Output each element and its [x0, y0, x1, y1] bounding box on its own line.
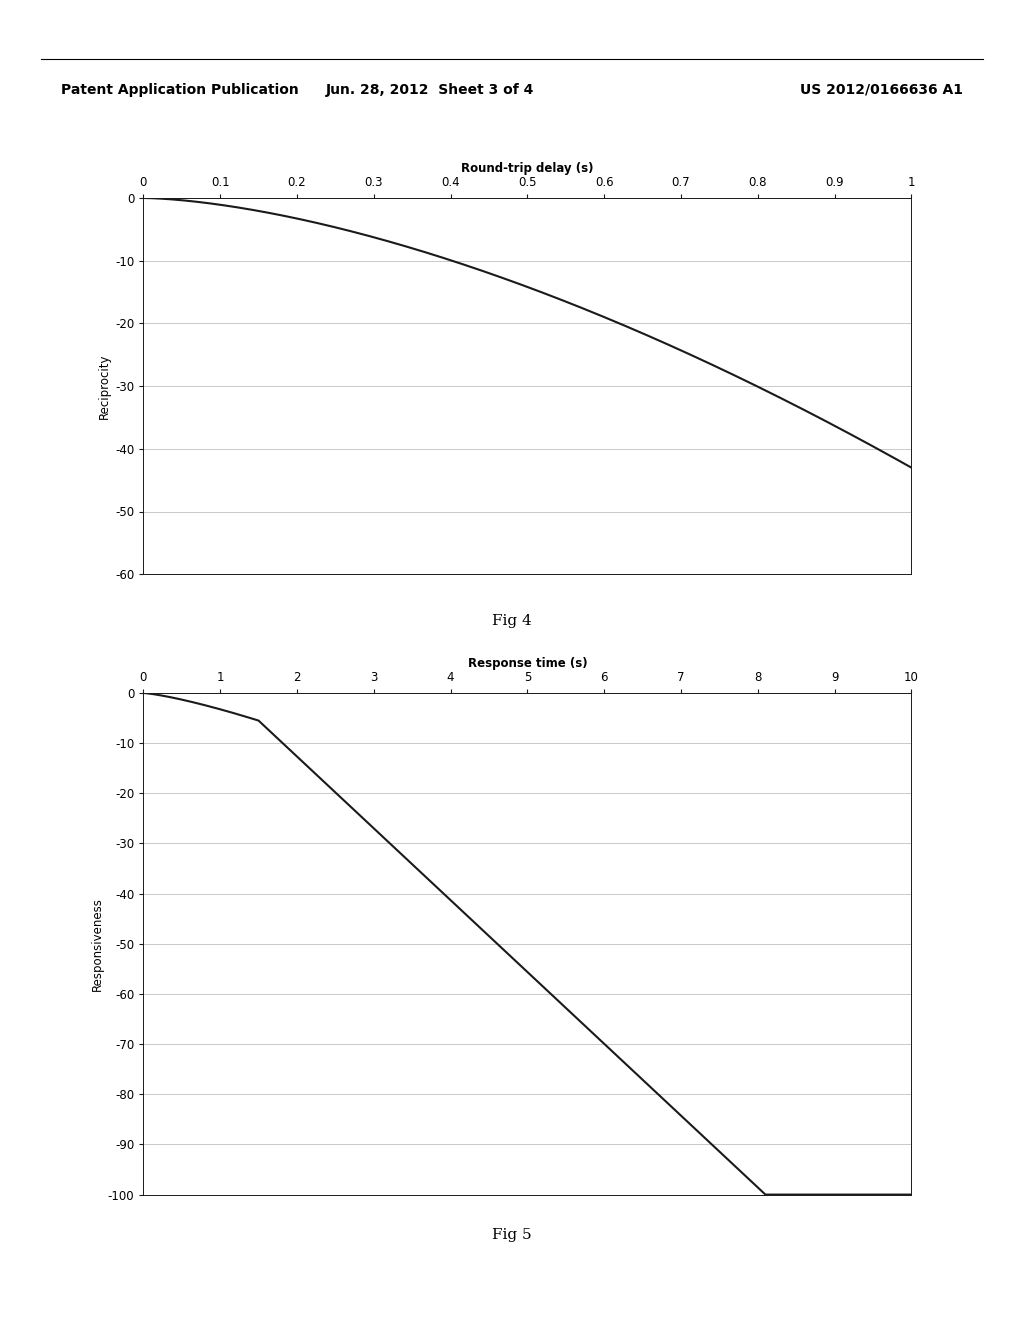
- Y-axis label: Reciprocity: Reciprocity: [98, 354, 111, 418]
- X-axis label: Round-trip delay (s): Round-trip delay (s): [461, 162, 594, 174]
- Y-axis label: Responsiveness: Responsiveness: [90, 896, 103, 991]
- Text: Jun. 28, 2012  Sheet 3 of 4: Jun. 28, 2012 Sheet 3 of 4: [326, 83, 535, 96]
- Text: US 2012/0166636 A1: US 2012/0166636 A1: [800, 83, 963, 96]
- Text: Fig 5: Fig 5: [493, 1228, 531, 1242]
- Text: Patent Application Publication: Patent Application Publication: [61, 83, 299, 96]
- Text: Fig 4: Fig 4: [493, 614, 531, 628]
- X-axis label: Response time (s): Response time (s): [468, 657, 587, 669]
